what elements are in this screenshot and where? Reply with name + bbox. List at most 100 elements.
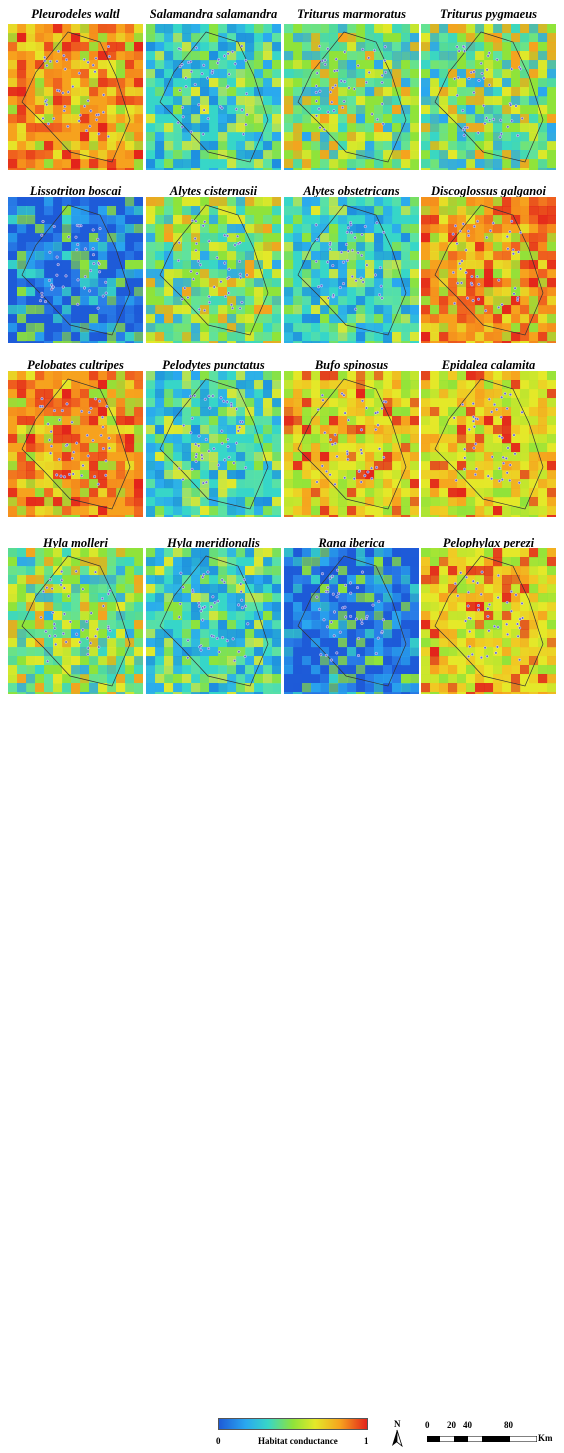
occurrence-point: [215, 256, 219, 260]
panel-title: Rana iberica: [318, 536, 385, 550]
occurrence-point: [510, 119, 514, 123]
occurrence-point: [515, 622, 519, 626]
occurrence-point: [217, 58, 221, 62]
occurrence-point: [342, 260, 346, 264]
occurrence-point: [452, 416, 456, 420]
occurrence-point: [505, 601, 509, 605]
occurrence-point: [500, 303, 504, 307]
occurrence-point: [314, 259, 318, 263]
occurrence-point: [245, 273, 249, 277]
occurrence-point: [476, 131, 480, 135]
occurrence-point: [354, 617, 358, 621]
occurrence-point: [323, 58, 327, 62]
habitat-map: [421, 197, 556, 343]
occurrence-point: [65, 443, 69, 447]
scale-tick-20: 20: [447, 1420, 456, 1430]
occurrence-point: [501, 455, 505, 459]
occurrence-point: [472, 419, 476, 423]
occurrence-point: [383, 59, 387, 63]
occurrence-point: [189, 431, 193, 435]
occurrence-point: [86, 454, 90, 458]
occurrence-point: [326, 586, 330, 590]
occurrence-point: [40, 295, 44, 299]
occurrence-point: [245, 113, 249, 117]
panel-title: Pelophylax perezi: [442, 536, 535, 550]
occurrence-point: [235, 407, 239, 411]
occurrence-point: [339, 79, 343, 83]
occurrence-point: [519, 231, 523, 235]
occurrence-point: [101, 447, 105, 451]
occurrence-point: [177, 47, 181, 51]
occurrence-point: [341, 105, 345, 109]
occurrence-point: [340, 392, 344, 396]
scale-unit: Km: [538, 1433, 553, 1443]
occurrence-point: [462, 45, 466, 49]
occurrence-point: [477, 282, 481, 286]
occurrence-point: [470, 275, 474, 279]
habitat-map: [8, 548, 143, 694]
habitat-raster: [146, 548, 281, 694]
occurrence-point: [499, 118, 503, 122]
occurrence-point: [104, 291, 108, 295]
occurrence-point: [74, 569, 78, 573]
occurrence-point: [318, 44, 322, 48]
occurrence-point: [53, 409, 57, 413]
occurrence-point: [207, 394, 211, 398]
occurrence-point: [326, 590, 330, 594]
occurrence-point: [518, 658, 522, 662]
occurrence-point: [223, 458, 227, 462]
occurrence-point: [343, 50, 347, 54]
occurrence-point: [75, 632, 79, 636]
occurrence-point: [487, 629, 491, 633]
occurrence-point: [460, 259, 464, 263]
occurrence-point: [96, 261, 100, 265]
occurrence-point: [363, 474, 367, 478]
occurrence-point: [85, 636, 89, 640]
occurrence-point: [516, 133, 520, 137]
occurrence-point: [461, 128, 465, 132]
occurrence-point: [474, 442, 478, 446]
occurrence-point: [374, 651, 378, 655]
scale-tick-40: 40: [463, 1420, 472, 1430]
occurrence-point: [344, 583, 348, 587]
occurrence-point: [490, 410, 494, 414]
occurrence-point: [499, 415, 503, 419]
occurrence-point: [45, 586, 49, 590]
occurrence-point: [60, 409, 64, 413]
occurrence-point: [497, 466, 501, 470]
occurrence-point: [186, 295, 190, 299]
occurrence-point: [343, 605, 347, 609]
occurrence-point: [59, 583, 63, 587]
colorbar-max-label: 1: [364, 1436, 369, 1446]
occurrence-point: [349, 591, 353, 595]
occurrence-point: [227, 267, 231, 271]
occurrence-point: [222, 580, 226, 584]
occurrence-point: [203, 308, 207, 312]
occurrence-point: [227, 72, 231, 76]
occurrence-point: [51, 285, 55, 289]
occurrence-point: [345, 230, 349, 234]
occurrence-point: [342, 393, 346, 397]
occurrence-point: [346, 249, 350, 253]
occurrence-point: [207, 646, 211, 650]
occurrence-point: [48, 438, 52, 442]
occurrence-point: [469, 617, 473, 621]
occurrence-point: [464, 271, 468, 275]
occurrence-point: [210, 71, 214, 75]
occurrence-point: [360, 399, 364, 403]
occurrence-point: [45, 103, 49, 107]
habitat-map: [146, 371, 281, 517]
occurrence-point: [333, 610, 337, 614]
occurrence-point: [346, 457, 350, 461]
occurrence-point: [375, 465, 379, 469]
occurrence-point: [349, 221, 353, 225]
occurrence-point: [236, 234, 240, 238]
occurrence-point: [469, 70, 473, 74]
habitat-map: [8, 24, 143, 170]
occurrence-point: [211, 394, 215, 398]
occurrence-point: [194, 459, 198, 463]
occurrence-point: [184, 85, 188, 89]
occurrence-point: [237, 603, 241, 607]
occurrence-point: [373, 273, 377, 277]
occurrence-point: [328, 241, 332, 245]
